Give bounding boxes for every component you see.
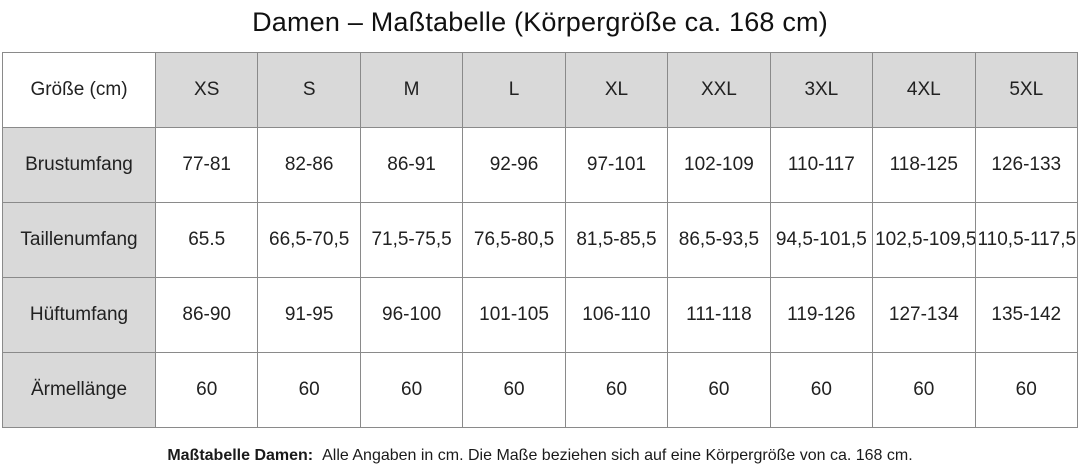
size-column-header: XL bbox=[564, 52, 669, 128]
size-column-header: S bbox=[257, 52, 361, 128]
measurement-cell: 97-101 bbox=[564, 127, 669, 203]
size-header-row: Größe (cm) XS S M L XL XXL 3XL 4XL 5XL bbox=[2, 52, 1078, 128]
row-label: Ärmellänge bbox=[2, 352, 156, 428]
size-column-header: XXL bbox=[667, 52, 771, 128]
measurement-cell: 60 bbox=[462, 352, 566, 428]
measurement-cell: 102,5-109,5 bbox=[872, 202, 976, 278]
measurement-cell: 118-125 bbox=[872, 127, 976, 203]
measurement-cell: 92-96 bbox=[462, 127, 566, 203]
table-row: Hüftumfang 86-90 91-95 96-100 101-105 106-110… bbox=[2, 277, 1078, 353]
measurement-cell: 102-109 bbox=[667, 127, 771, 203]
measurement-cell: 86-90 bbox=[154, 277, 259, 353]
measurement-cell: 60 bbox=[154, 352, 259, 428]
measurement-cell: 96-100 bbox=[359, 277, 464, 353]
measurement-cell: 60 bbox=[564, 352, 669, 428]
measurement-cell: 60 bbox=[769, 352, 874, 428]
measurement-cell: 60 bbox=[257, 352, 361, 428]
footnote: Maßtabelle Damen: Alle Angaben in cm. Die… bbox=[0, 446, 1080, 465]
row-label: Brustumfang bbox=[2, 127, 156, 203]
measurement-cell: 60 bbox=[974, 352, 1078, 428]
table-row: Brustumfang 77-81 82-86 86-91 92-96 97-101 102… bbox=[2, 127, 1078, 203]
measurement-cell: 86,5-93,5 bbox=[667, 202, 771, 278]
size-column-header: 5XL bbox=[974, 52, 1078, 128]
measurement-cell: 119-126 bbox=[769, 277, 874, 353]
size-column-header: M bbox=[359, 52, 464, 128]
measurement-cell: 81,5-85,5 bbox=[564, 202, 669, 278]
size-table: Größe (cm) XS S M L XL XXL 3XL 4XL 5XL Brustumfa… bbox=[2, 52, 1078, 428]
measurement-cell: 111-118 bbox=[667, 277, 771, 353]
row-label: Hüftumfang bbox=[2, 277, 156, 353]
size-table-body: Brustumfang 77-81 82-86 86-91 92-96 97-101 102… bbox=[2, 127, 1078, 428]
page-title: Damen – Maßtabelle (Körpergröße ca. 168 … bbox=[252, 7, 828, 37]
table-row: Ärmellänge 60 60 60 60 60 60 60 60 60 bbox=[2, 352, 1078, 428]
table-row: Taillenumfang 65.5 66,5-70,5 71,5-75,5 76,5-… bbox=[2, 202, 1078, 278]
measurement-cell: 110,5-117,5 bbox=[974, 202, 1078, 278]
measurement-cell: 65.5 bbox=[154, 202, 259, 278]
measurement-cell: 86-91 bbox=[359, 127, 464, 203]
measurement-cell: 126-133 bbox=[974, 127, 1078, 203]
footnote-text: Alle Angaben in cm. Die Maße beziehen si… bbox=[322, 447, 913, 464]
measurement-cell: 66,5-70,5 bbox=[257, 202, 361, 278]
corner-cell: Größe (cm) bbox=[2, 52, 156, 128]
measurement-cell: 60 bbox=[667, 352, 771, 428]
measurement-cell: 94,5-101,5 bbox=[769, 202, 874, 278]
footnote-lead: Maßtabelle Damen: bbox=[167, 447, 314, 464]
measurement-cell: 101-105 bbox=[462, 277, 566, 353]
measurement-cell: 91-95 bbox=[257, 277, 361, 353]
measurement-cell: 135-142 bbox=[974, 277, 1078, 353]
measurement-cell: 71,5-75,5 bbox=[359, 202, 464, 278]
measurement-cell: 60 bbox=[872, 352, 976, 428]
size-column-header: 4XL bbox=[872, 52, 976, 128]
measurement-cell: 60 bbox=[359, 352, 464, 428]
row-label: Taillenumfang bbox=[2, 202, 156, 278]
size-column-header: L bbox=[462, 52, 566, 128]
measurement-cell: 77-81 bbox=[154, 127, 259, 203]
measurement-cell: 110-117 bbox=[769, 127, 874, 203]
size-column-header: 3XL bbox=[769, 52, 874, 128]
size-column-header: XS bbox=[154, 52, 259, 128]
measurement-cell: 76,5-80,5 bbox=[462, 202, 566, 278]
measurement-cell: 82-86 bbox=[257, 127, 361, 203]
measurement-cell: 106-110 bbox=[564, 277, 669, 353]
measurement-cell: 127-134 bbox=[872, 277, 976, 353]
